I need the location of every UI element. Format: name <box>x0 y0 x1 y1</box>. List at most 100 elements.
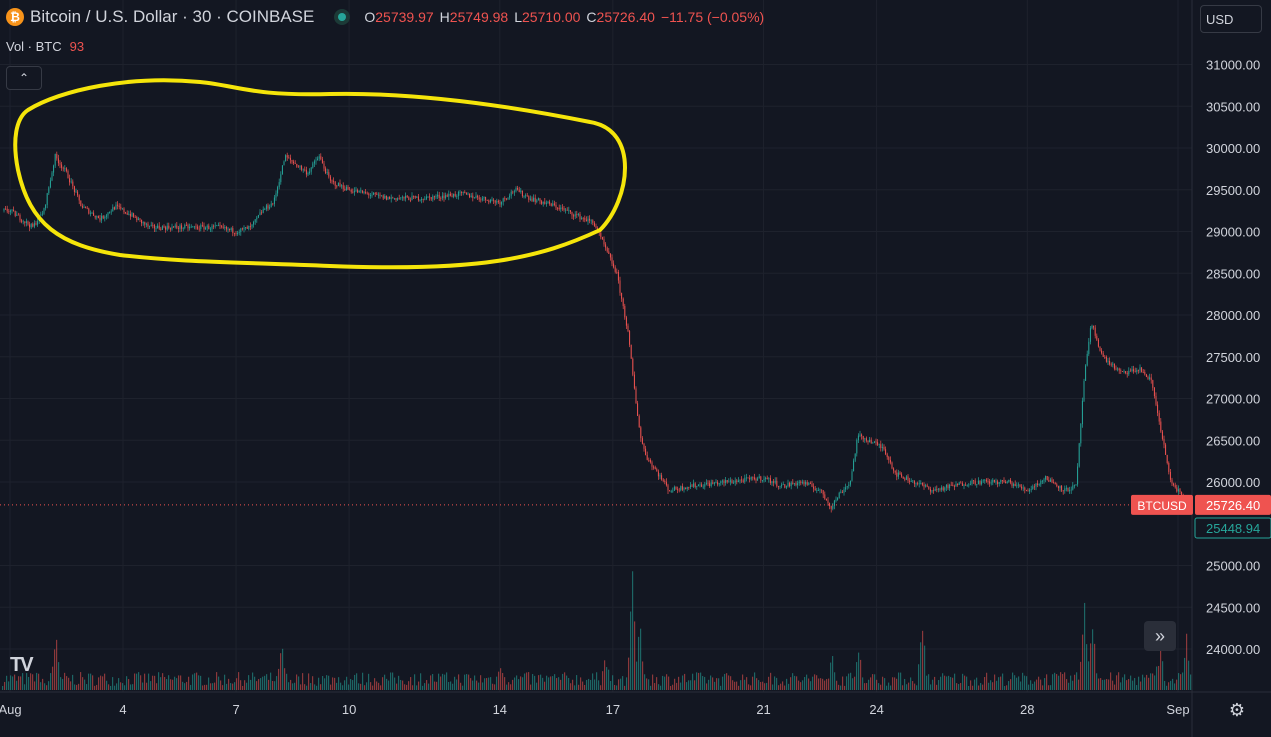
candle-body <box>993 479 995 482</box>
candle-body <box>1085 365 1087 381</box>
candle-body <box>1083 380 1085 401</box>
last-price-tag-label: 25726.40 <box>1206 498 1260 513</box>
candle-body <box>733 482 735 484</box>
volume-bar <box>18 676 20 690</box>
candle-body <box>75 191 77 193</box>
volume-bar <box>324 678 326 690</box>
volume-bar <box>486 678 488 690</box>
candle-body <box>973 480 975 482</box>
bid-price-tag-label: 25448.94 <box>1206 521 1260 536</box>
volume-bar <box>542 677 544 690</box>
volume-bar <box>1028 684 1030 690</box>
candle-body <box>165 227 167 230</box>
candle-body <box>782 484 784 486</box>
symbol-title[interactable]: Bitcoin / U.S. Dollar · 30 · COINBASE <box>30 7 315 26</box>
candle-body <box>830 506 832 509</box>
volume-bar <box>506 684 508 690</box>
volume-bar <box>984 677 986 690</box>
double-chevron-right-icon: » <box>1154 625 1165 646</box>
volume-bar <box>568 678 570 690</box>
volume-bar <box>574 685 576 690</box>
candle-body <box>723 480 725 484</box>
candle-body <box>278 182 280 188</box>
scroll-to-realtime-button[interactable]: » <box>1144 621 1176 651</box>
candle-body <box>955 483 957 487</box>
candle-body <box>395 198 397 200</box>
candle-body <box>1112 363 1114 365</box>
candle-body <box>337 182 339 187</box>
candle-body <box>651 462 653 467</box>
volume-bar <box>908 682 910 690</box>
volume-bar <box>490 677 492 690</box>
volume-bar <box>204 684 206 690</box>
volume-bar <box>422 685 424 690</box>
candle-body <box>1005 481 1007 484</box>
volume-bar <box>1126 680 1128 690</box>
candle-body <box>1065 487 1067 489</box>
candle-body <box>990 482 992 484</box>
volume-bar <box>1022 672 1024 690</box>
volume-bar <box>1174 683 1176 690</box>
candle-body <box>177 227 179 229</box>
candle-body <box>161 226 163 230</box>
volume-bar <box>802 680 804 690</box>
volume-bar <box>60 677 62 690</box>
candle-body <box>981 481 983 485</box>
candle-body <box>273 197 275 204</box>
symbol-price-tag-label: BTCUSD <box>1137 499 1187 513</box>
candle-body <box>126 213 128 215</box>
volume-label[interactable]: Vol · BTC <box>6 39 62 54</box>
candle-body <box>315 160 317 162</box>
candle-body <box>603 239 605 245</box>
candle-body <box>411 195 413 201</box>
collapse-legend-button[interactable]: ⌃ <box>6 66 42 90</box>
volume-bar <box>4 681 6 690</box>
candle-body <box>536 200 538 203</box>
candle-body <box>261 212 263 214</box>
volume-bar <box>392 672 394 690</box>
candle-body <box>365 192 367 193</box>
candle-body <box>1024 487 1026 490</box>
candle-body <box>205 227 207 230</box>
candle-body <box>230 228 232 230</box>
candle-body <box>5 208 7 210</box>
chart-settings-button[interactable]: ⚙ <box>1226 699 1248 721</box>
volume-bar <box>756 678 758 690</box>
tradingview-logo-icon[interactable]: TV <box>10 654 34 676</box>
candle-body <box>189 226 191 229</box>
candle-body <box>805 482 807 485</box>
candle-body <box>553 203 555 205</box>
candle-body <box>659 475 661 477</box>
volume-bar <box>1180 674 1182 690</box>
candle-body <box>992 479 994 483</box>
candle-body <box>152 224 154 226</box>
volume-bar <box>986 672 988 690</box>
volume-bar <box>992 682 994 690</box>
candle-body <box>277 187 279 194</box>
candle-body <box>774 480 776 483</box>
candle-body <box>653 466 655 468</box>
candle-body <box>1134 371 1136 373</box>
volume-bar <box>604 660 606 690</box>
volume-bar <box>430 675 432 690</box>
candle-body <box>19 215 21 221</box>
candle-body <box>913 480 915 484</box>
candle-body <box>545 202 547 204</box>
candle-body <box>901 474 903 477</box>
candle-body <box>65 168 67 171</box>
candle-body <box>851 471 853 481</box>
candle-body <box>768 478 770 480</box>
volume-bar <box>816 675 818 690</box>
volume-bar <box>1130 675 1132 690</box>
candle-body <box>1158 412 1160 422</box>
candle-body <box>561 207 563 209</box>
volume-bar <box>220 680 222 690</box>
currency-selector[interactable]: USD <box>1200 5 1262 33</box>
candle-body <box>1022 487 1024 489</box>
candle-body <box>80 200 82 207</box>
volume-bar <box>822 678 824 690</box>
candle-body <box>213 225 215 227</box>
candle-body <box>600 232 602 238</box>
